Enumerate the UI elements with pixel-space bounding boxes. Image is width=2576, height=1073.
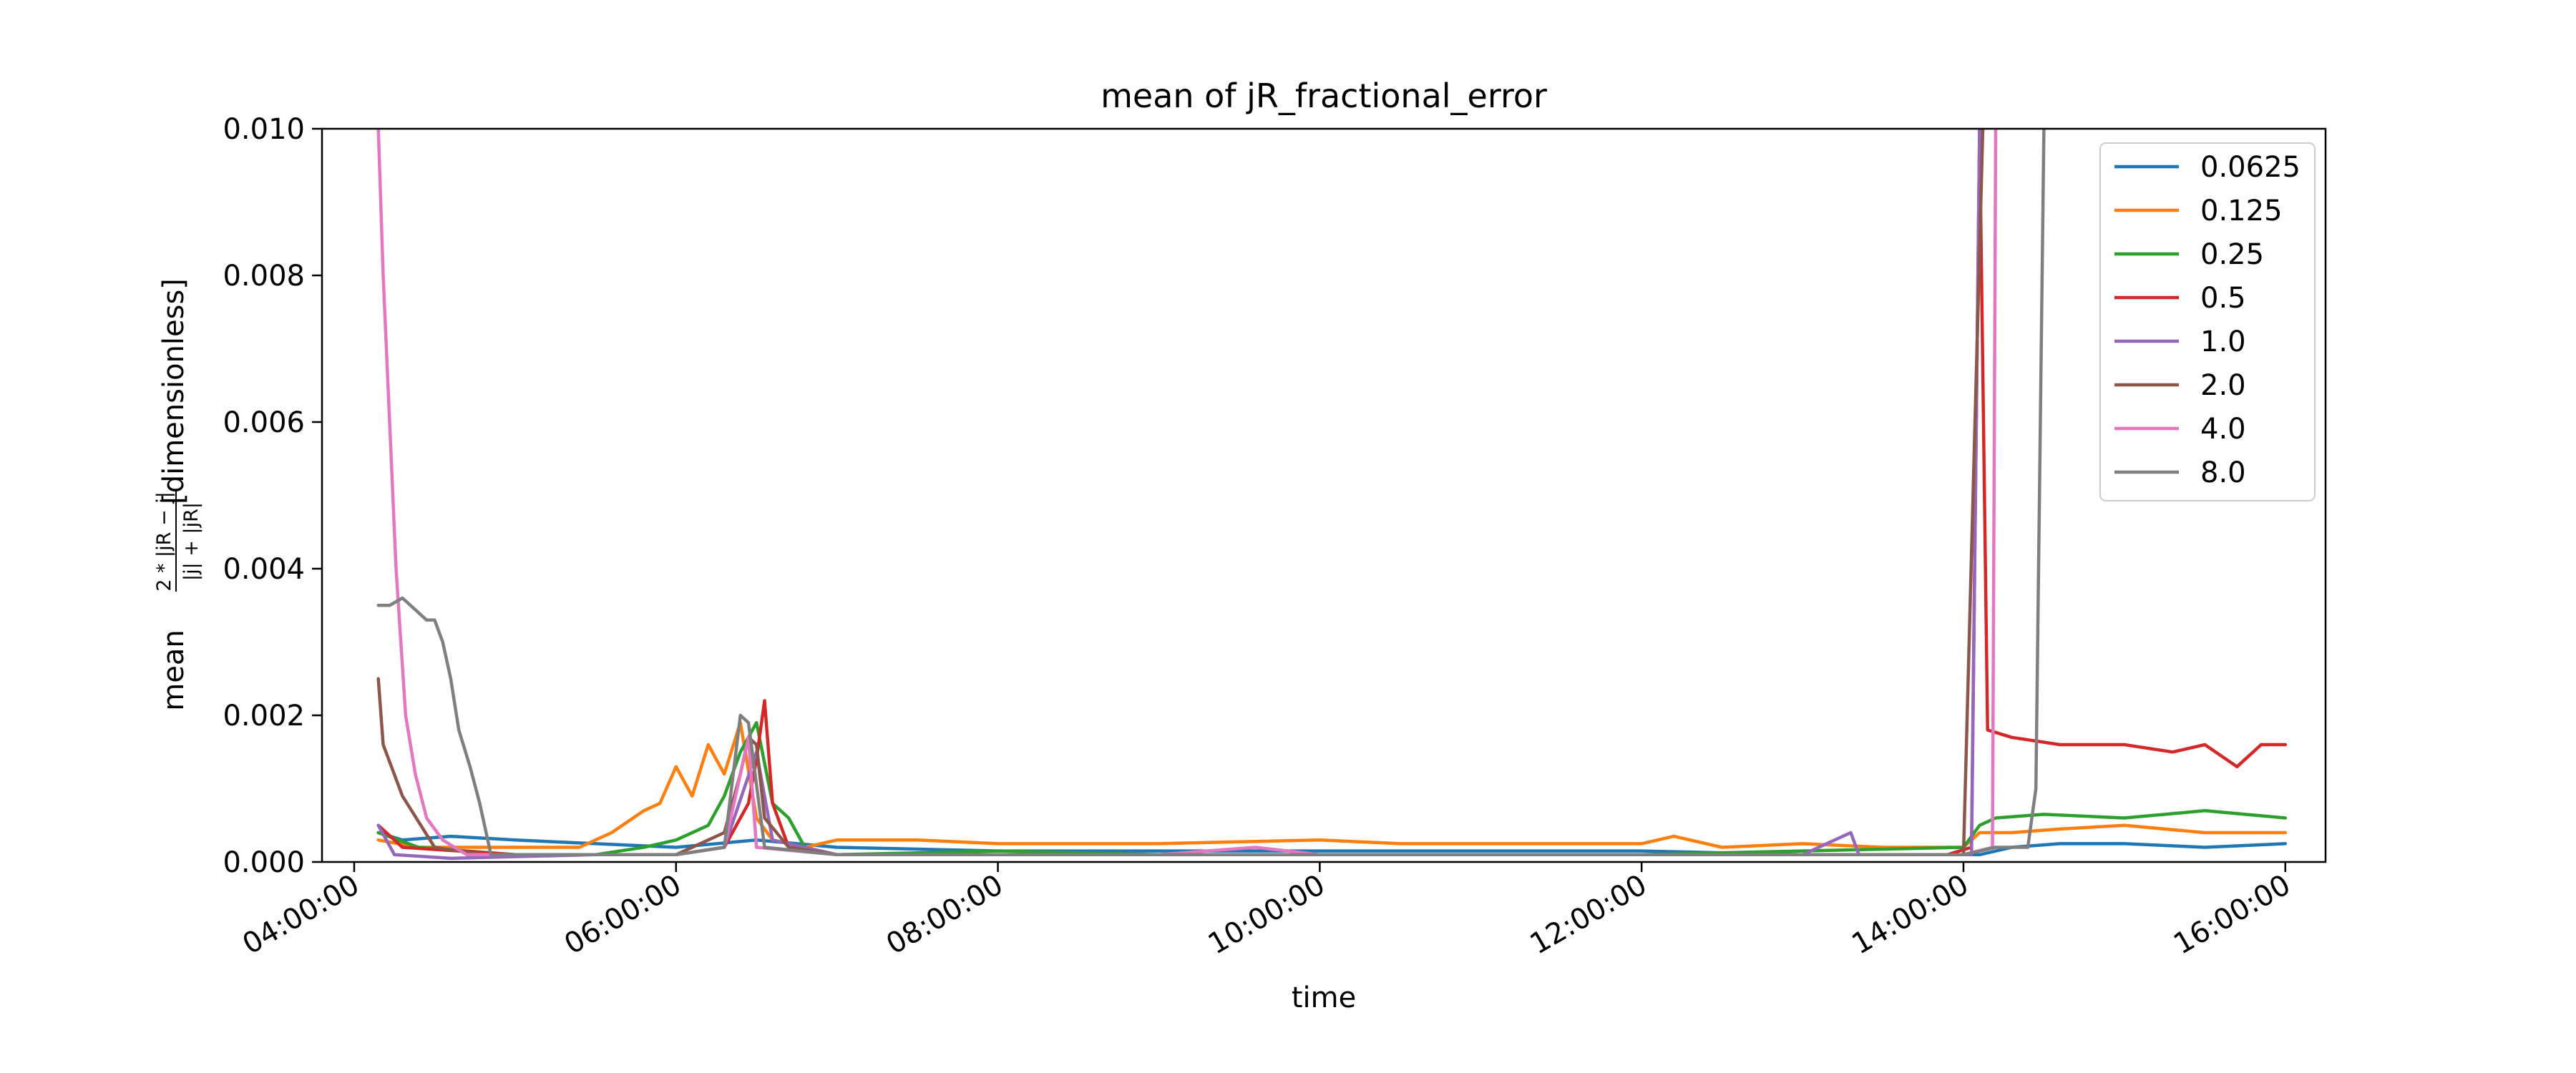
legend-label-3: 0.5 (2200, 282, 2246, 315)
plot-frame (321, 127, 2327, 863)
chart-title: mean of jR_fractional_error (1101, 77, 1547, 115)
legend-label-5: 2.0 (2200, 369, 2246, 402)
y-tick-label-4: 0.008 (223, 260, 305, 293)
legend-label-7: 8.0 (2200, 456, 2246, 489)
legend-label-6: 4.0 (2200, 413, 2246, 446)
y-tick-label-3: 0.006 (223, 406, 305, 439)
y-axis: 0.000 0.002 0.004 0.006 0.008 0.010 (223, 113, 322, 879)
y-tick-label-1: 0.002 (223, 700, 305, 733)
legend-label-2: 0.25 (2200, 238, 2264, 271)
legend-label-1: 0.125 (2200, 195, 2283, 227)
y-axis-label-unit: [dimensionless] (157, 278, 190, 504)
series-line-7 (376, 129, 2046, 857)
series-line-0 (376, 831, 2288, 857)
y-tick-label-0: 0.000 (223, 846, 305, 879)
y-axis-label-numerator: 2 * |jR − j| (153, 491, 175, 592)
legend: 0.0625 0.125 0.25 0.5 1.0 2.0 4.0 8.0 (2099, 142, 2316, 501)
y-axis-label-denominator: |j| + |jR| (180, 502, 203, 581)
y-axis-label: mean 2 * |jR − j| |j| + |jR| [dimensionl… (153, 278, 203, 711)
legend-label-0: 0.0625 (2200, 151, 2301, 184)
y-axis-label-prefix: mean (157, 629, 190, 710)
series-layer (376, 129, 2288, 861)
legend-entries: 0.0625 0.125 0.25 0.5 1.0 2.0 4.0 8.0 (2114, 151, 2301, 489)
y-tick-label-2: 0.004 (223, 553, 305, 586)
y-tick-label-5: 0.010 (223, 113, 305, 146)
legend-frame (2099, 142, 2316, 501)
legend-label-4: 1.0 (2200, 325, 2246, 358)
x-axis-label: time (1292, 981, 1356, 1014)
